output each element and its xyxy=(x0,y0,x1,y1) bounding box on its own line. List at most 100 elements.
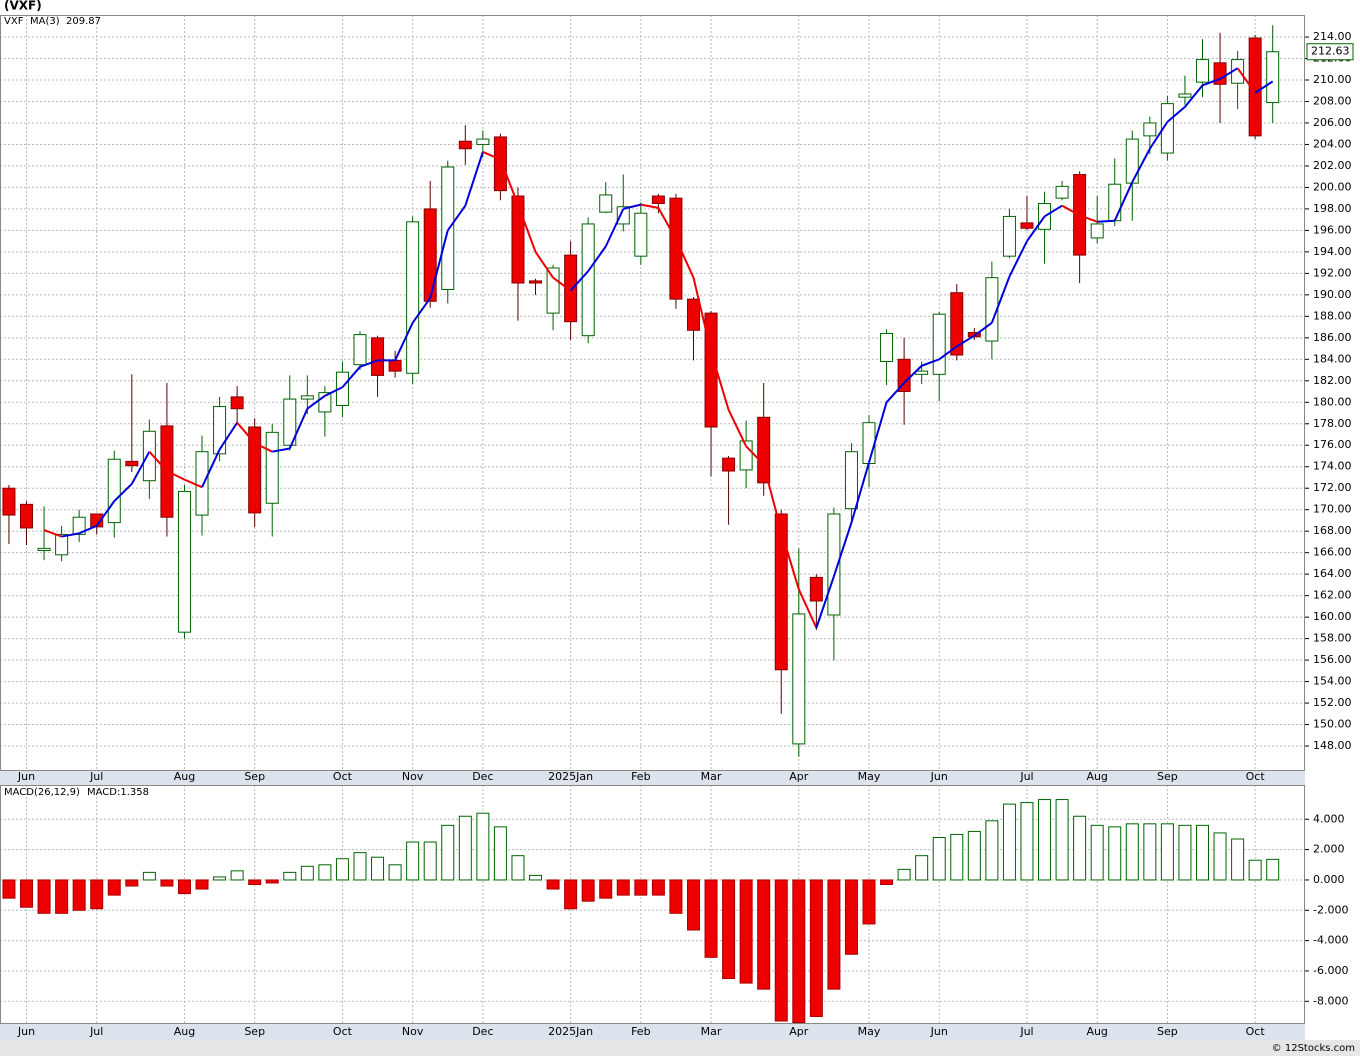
candle-body xyxy=(862,422,876,465)
candle-body xyxy=(950,292,964,356)
candle-body xyxy=(283,398,297,446)
ma-line xyxy=(113,483,133,502)
plot-frame xyxy=(0,785,1305,1024)
y-tick-label: 192.00 xyxy=(1313,266,1352,279)
macd-bar xyxy=(213,876,227,881)
ma-line xyxy=(130,451,151,485)
legend-ma-name: MA(3) xyxy=(30,16,60,27)
ma-line xyxy=(938,345,958,361)
plot-frame xyxy=(0,15,1305,771)
candle-body xyxy=(1020,222,1034,229)
x-tick-label: Oct xyxy=(1246,1025,1266,1038)
macd-bar xyxy=(897,868,911,881)
macd-bar xyxy=(880,879,894,886)
x-tick-label: Feb xyxy=(631,770,650,783)
y-tick-label: 152.00 xyxy=(1313,696,1352,709)
macd-bar xyxy=(423,841,437,881)
macd-bar xyxy=(107,879,121,896)
x-tick-label: Dec xyxy=(472,1025,493,1038)
macd-bar xyxy=(651,879,665,896)
ma-line xyxy=(815,575,835,629)
macd-bar xyxy=(1073,815,1087,881)
macd-bar xyxy=(318,864,332,881)
y-tick-label: 160.00 xyxy=(1313,610,1352,623)
ma-line xyxy=(1149,121,1169,150)
candle-body xyxy=(230,396,244,410)
y-tick-label: 156.00 xyxy=(1313,653,1352,666)
panel-legend: MACD:1.358 xyxy=(87,787,149,798)
x-tick-label: Jul xyxy=(89,1025,103,1038)
macd-bar xyxy=(915,855,929,881)
candle-body xyxy=(511,195,525,284)
y-tick-label: 190.00 xyxy=(1313,288,1352,301)
y-tick-label: 168.00 xyxy=(1313,524,1352,537)
y-tick-label: 174.00 xyxy=(1313,460,1352,473)
candle-body xyxy=(20,503,34,529)
macd-bar xyxy=(985,820,999,881)
ma-line xyxy=(148,451,168,472)
candle-body xyxy=(1108,183,1122,222)
macd-bar xyxy=(634,879,648,896)
candle-body xyxy=(493,136,507,192)
macd-bar xyxy=(967,830,981,881)
x-tick-label: Sep xyxy=(244,770,265,783)
x-tick-label: Jun xyxy=(17,770,35,783)
ma-line xyxy=(394,322,414,361)
y-tick-label: 154.00 xyxy=(1313,675,1352,688)
macd-bar xyxy=(406,841,420,881)
candle-body xyxy=(353,334,367,366)
candle-body xyxy=(248,426,262,514)
ma-line xyxy=(43,529,62,538)
y-tick-label: 150.00 xyxy=(1313,718,1352,731)
macd-bar xyxy=(546,879,560,890)
x-tick-label: Apr xyxy=(789,1025,809,1038)
ma-line xyxy=(990,276,1011,324)
macd-bar xyxy=(142,871,156,881)
y-tick-label: 178.00 xyxy=(1313,417,1352,430)
footer: © 12Stocks.com xyxy=(1272,1043,1355,1054)
ma-line xyxy=(1079,214,1098,223)
macd-bar xyxy=(441,824,455,881)
x-tick-label: 2025Jan xyxy=(548,1025,593,1038)
ma-line xyxy=(1044,204,1063,218)
macd-bar xyxy=(335,858,349,881)
ma-line xyxy=(1219,67,1239,80)
macd-bar xyxy=(722,879,736,980)
ma-line xyxy=(885,382,905,403)
macd-bar xyxy=(283,871,297,881)
candle-body xyxy=(880,333,894,362)
x-tick-label: Oct xyxy=(333,770,353,783)
candle-body xyxy=(388,359,402,372)
x-tick-label: Aug xyxy=(1086,770,1107,783)
macd-bar xyxy=(195,879,209,890)
x-axis-strip xyxy=(0,770,1305,785)
macd-bar xyxy=(230,870,244,881)
ma-line xyxy=(236,422,256,444)
candle-body xyxy=(564,254,578,323)
macd-bar xyxy=(1266,858,1280,881)
macd-bar xyxy=(1055,799,1069,881)
y-tick-label: 176.00 xyxy=(1313,438,1352,451)
y-tick-label: 166.00 xyxy=(1313,546,1352,559)
candle-body xyxy=(651,195,665,205)
ma-line xyxy=(1254,80,1274,94)
y-tick-label: 194.00 xyxy=(1313,245,1352,258)
ma-line xyxy=(254,442,273,453)
candle-body xyxy=(599,194,613,213)
x-tick-label: Mar xyxy=(701,770,722,783)
y-tick-label: 162.00 xyxy=(1313,589,1352,602)
macd-bar xyxy=(125,879,139,887)
macd-bar xyxy=(20,879,34,908)
candle-body xyxy=(125,460,139,467)
macd-bar xyxy=(774,879,788,1022)
candle-body xyxy=(2,487,16,516)
x-tick-label: Jul xyxy=(1019,1025,1033,1038)
candle-body xyxy=(55,533,69,556)
macd-bar xyxy=(476,812,490,881)
candle-body xyxy=(1178,93,1192,98)
candle-body xyxy=(774,513,788,671)
ma-line xyxy=(657,207,677,240)
macd-bar xyxy=(932,836,946,881)
macd-bar xyxy=(1143,823,1157,881)
candle-body xyxy=(616,206,630,225)
